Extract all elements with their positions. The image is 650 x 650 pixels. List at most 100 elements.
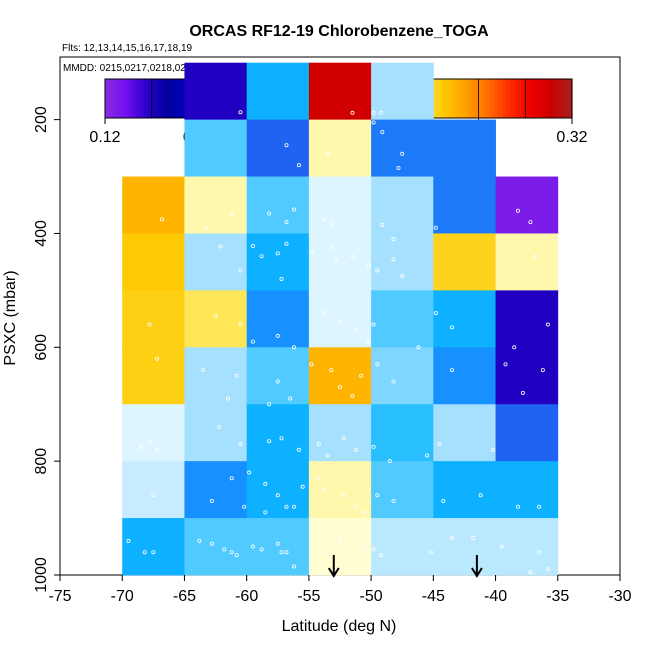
colorbar-swatch <box>136 79 141 118</box>
observation-point <box>350 254 355 259</box>
heatmap-cell <box>308 461 372 519</box>
colorbar-swatch <box>105 79 110 118</box>
heatmap-cell <box>308 347 372 405</box>
observation-point <box>371 110 376 115</box>
observation-point <box>204 225 209 230</box>
observation-point <box>329 222 334 227</box>
observation-point <box>380 130 385 135</box>
observation-point <box>362 510 367 515</box>
heatmap-cell <box>371 404 434 462</box>
observation-point <box>433 311 438 316</box>
observation-point <box>471 536 476 541</box>
colorbar-swatch <box>560 79 565 118</box>
heatmap-cell <box>371 233 434 291</box>
observation-point <box>499 544 504 549</box>
observation-point <box>288 396 293 401</box>
colorbar-swatch <box>451 79 456 118</box>
colorbar-swatch <box>486 79 491 118</box>
heatmap-cell <box>433 518 496 576</box>
observation-point <box>371 547 376 552</box>
observation-point <box>309 249 314 254</box>
observation-point <box>321 217 326 222</box>
observation-point <box>321 311 326 316</box>
observation-point <box>155 356 160 361</box>
heatmap-cell <box>433 233 496 291</box>
heatmap-cell <box>246 290 310 348</box>
colorbar-swatch <box>556 79 561 118</box>
heatmap-cell <box>184 233 248 291</box>
heatmap-cell <box>495 233 559 291</box>
observation-point <box>275 493 280 498</box>
x-axis: -75 -70 -65 -60 -55 -50 -45 -40 -35 -30 <box>48 575 632 605</box>
observation-point <box>337 385 342 390</box>
colorbar-swatch <box>116 79 122 118</box>
x-tick-label: -55 <box>297 588 320 605</box>
marker-arrow-head <box>471 567 483 578</box>
heatmap-cell <box>495 518 559 576</box>
colorbar-swatch <box>151 79 157 118</box>
observation-point <box>528 570 533 575</box>
observation-point <box>321 487 326 492</box>
observation-point <box>400 151 405 156</box>
observation-point <box>391 257 396 262</box>
observation-point <box>379 553 384 558</box>
heatmap-cell <box>122 233 185 291</box>
heatmap-cell <box>371 119 434 177</box>
colorbar-tick-label: 0.12 <box>89 129 120 146</box>
observation-point <box>515 504 520 509</box>
observation-point <box>316 476 321 481</box>
heatmap-cell <box>308 62 372 121</box>
heatmap-cell <box>433 461 496 519</box>
colorbar-swatch <box>525 79 530 118</box>
colorbar-swatch <box>171 79 176 118</box>
observation-point <box>528 220 533 225</box>
observation-point <box>284 143 289 148</box>
observation-point <box>238 110 243 115</box>
observation-point <box>238 442 243 447</box>
colorbar-swatch <box>159 79 164 118</box>
observation-points <box>126 110 550 575</box>
y-tick-label: 800 <box>33 448 50 475</box>
colorbar-swatch <box>474 79 480 118</box>
colorbar-swatch <box>548 79 554 118</box>
colorbar-swatch <box>112 79 118 118</box>
observation-point <box>209 541 214 546</box>
observation-point <box>213 313 218 318</box>
observation-point <box>275 379 280 384</box>
colorbar-swatch <box>443 79 449 118</box>
heatmap-cell <box>246 62 310 121</box>
heatmap-cell <box>246 176 310 234</box>
observation-point <box>545 322 550 327</box>
observation-point <box>250 243 255 248</box>
heatmap-cell <box>495 290 559 348</box>
heatmap-cell <box>371 290 434 348</box>
heatmap-cell <box>371 518 434 576</box>
heatmap-cell <box>433 176 496 234</box>
heatmap-cells <box>122 62 559 576</box>
observation-point <box>279 436 284 441</box>
observation-point <box>197 538 202 543</box>
y-tick-label: 600 <box>33 334 50 361</box>
observation-point <box>250 544 255 549</box>
observation-point <box>371 322 376 327</box>
observation-point <box>259 547 264 552</box>
observation-point <box>354 504 359 509</box>
heatmap-cell <box>308 233 372 291</box>
observation-point <box>428 550 433 555</box>
observation-point <box>359 373 364 378</box>
observation-point <box>267 211 272 216</box>
heatmap-cell <box>184 518 248 576</box>
observation-point <box>354 447 359 452</box>
colorbar-swatch <box>128 79 133 118</box>
dates-label: MMDD: 0215,0217,0218,0219,0222,0224,0225… <box>63 63 298 74</box>
colorbar-swatch <box>447 79 452 118</box>
colorbar-swatch <box>509 79 515 118</box>
heatmap-cell <box>495 461 559 519</box>
colorbar-swatch <box>108 79 114 118</box>
observation-point <box>329 368 334 373</box>
heatmap-cell <box>308 176 372 234</box>
x-tick-label: -60 <box>235 588 258 605</box>
observation-point <box>263 481 268 486</box>
colorbar-swatch <box>490 79 495 118</box>
observation-point <box>279 550 284 555</box>
